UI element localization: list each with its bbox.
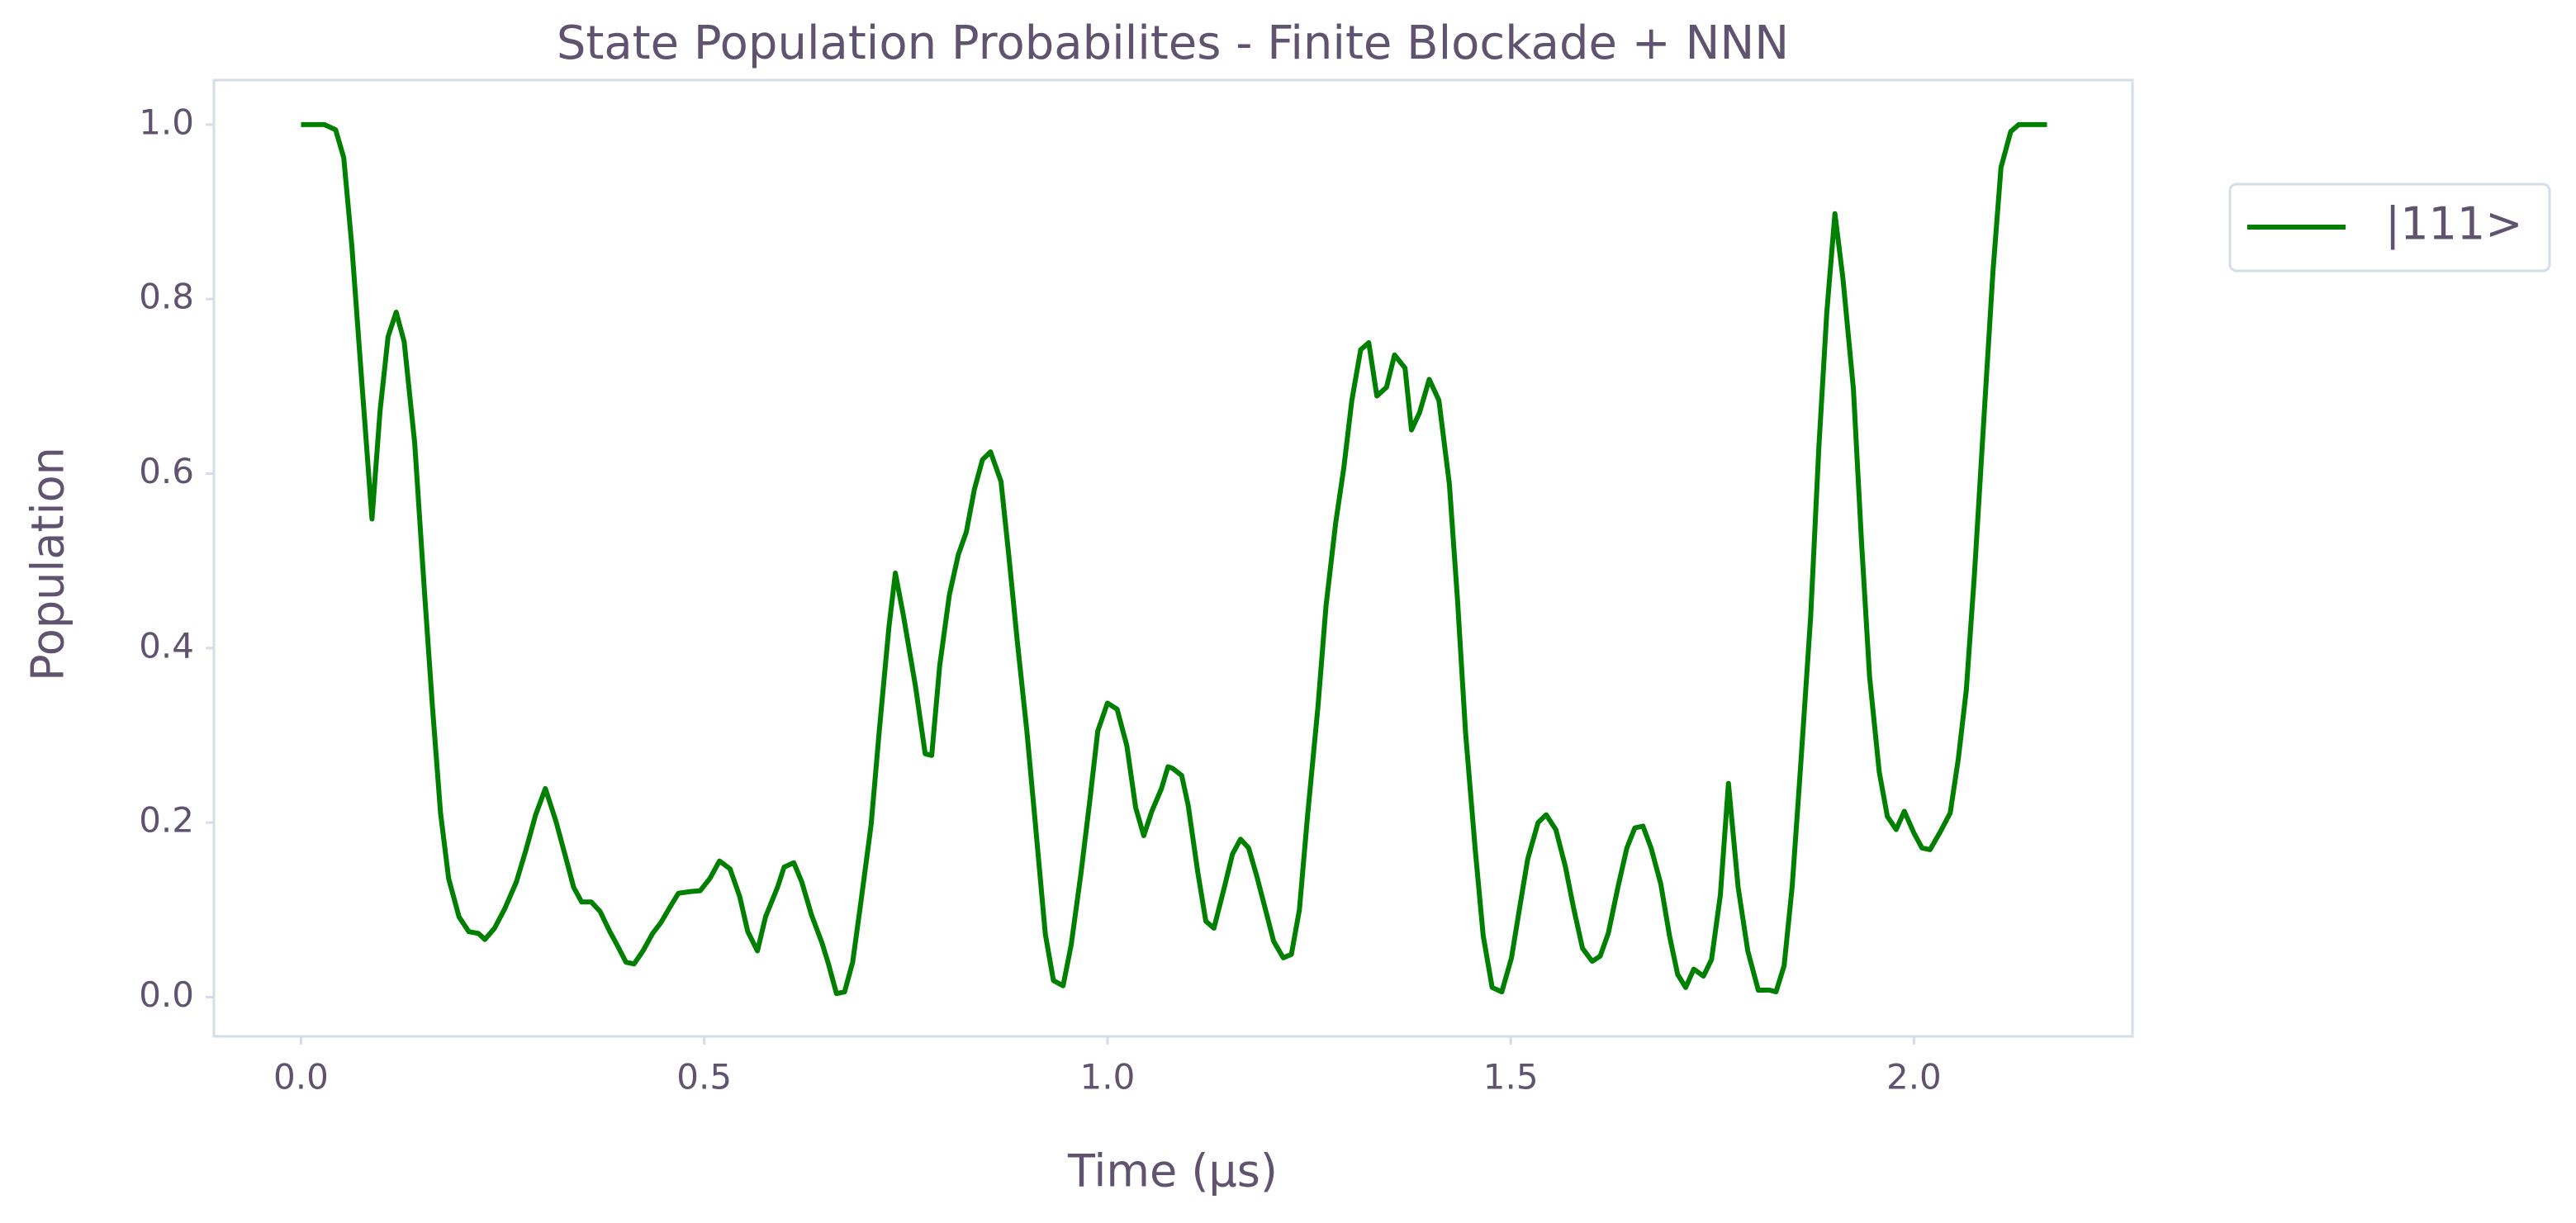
- x-axis-title: Time (μs): [1067, 1145, 1278, 1197]
- chart-title: State Population Probabilites - Finite B…: [557, 17, 1789, 70]
- x-tick-label: 1.0: [1080, 1057, 1136, 1097]
- y-tick-label: 0.0: [139, 974, 194, 1015]
- legend-box: [2228, 183, 2551, 273]
- x-tick-label: 1.5: [1483, 1057, 1539, 1097]
- y-tick-label: 1.0: [139, 102, 194, 142]
- legend-label: |111>: [2385, 198, 2523, 250]
- x-tick-label: 0.5: [676, 1057, 732, 1097]
- plot-frame: [212, 78, 2134, 1038]
- data-line: [301, 121, 2047, 997]
- x-tick-label: 0.0: [273, 1057, 329, 1097]
- y-axis-title: Population: [22, 447, 74, 681]
- y-tick-label: 0.6: [139, 451, 194, 491]
- y-tick-label: 0.8: [139, 277, 194, 317]
- y-tick-label: 0.2: [139, 800, 194, 841]
- y-tick-label: 0.4: [139, 625, 194, 666]
- x-tick-label: 2.0: [1886, 1057, 1942, 1097]
